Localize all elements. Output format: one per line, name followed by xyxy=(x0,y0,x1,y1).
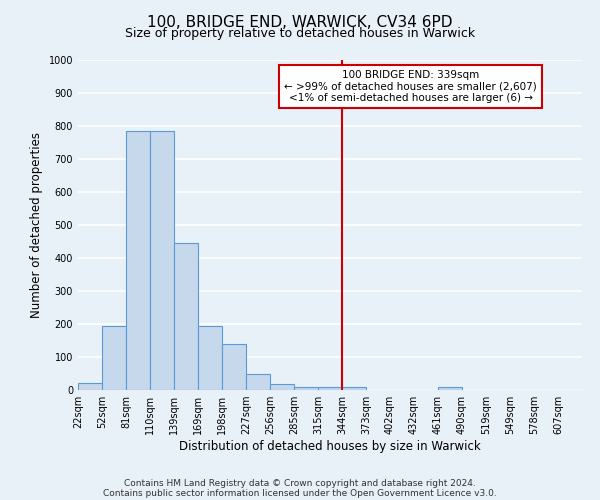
Bar xyxy=(438,386,462,390)
Text: 100, BRIDGE END, WARWICK, CV34 6PD: 100, BRIDGE END, WARWICK, CV34 6PD xyxy=(147,15,453,30)
Y-axis label: Number of detached properties: Number of detached properties xyxy=(30,132,43,318)
Bar xyxy=(318,386,342,390)
Bar xyxy=(198,326,222,390)
Bar xyxy=(294,386,318,390)
Bar xyxy=(342,386,366,390)
Text: Size of property relative to detached houses in Warwick: Size of property relative to detached ho… xyxy=(125,28,475,40)
Bar xyxy=(102,326,126,390)
Bar xyxy=(222,344,246,390)
Bar xyxy=(78,384,102,390)
Bar xyxy=(174,243,198,390)
X-axis label: Distribution of detached houses by size in Warwick: Distribution of detached houses by size … xyxy=(179,440,481,453)
Bar xyxy=(126,131,150,390)
Text: 100 BRIDGE END: 339sqm
← >99% of detached houses are smaller (2,607)
<1% of semi: 100 BRIDGE END: 339sqm ← >99% of detache… xyxy=(284,70,537,103)
Bar xyxy=(270,384,294,390)
Bar xyxy=(150,131,174,390)
Text: Contains HM Land Registry data © Crown copyright and database right 2024.: Contains HM Land Registry data © Crown c… xyxy=(124,478,476,488)
Text: Contains public sector information licensed under the Open Government Licence v3: Contains public sector information licen… xyxy=(103,488,497,498)
Bar xyxy=(246,374,270,390)
